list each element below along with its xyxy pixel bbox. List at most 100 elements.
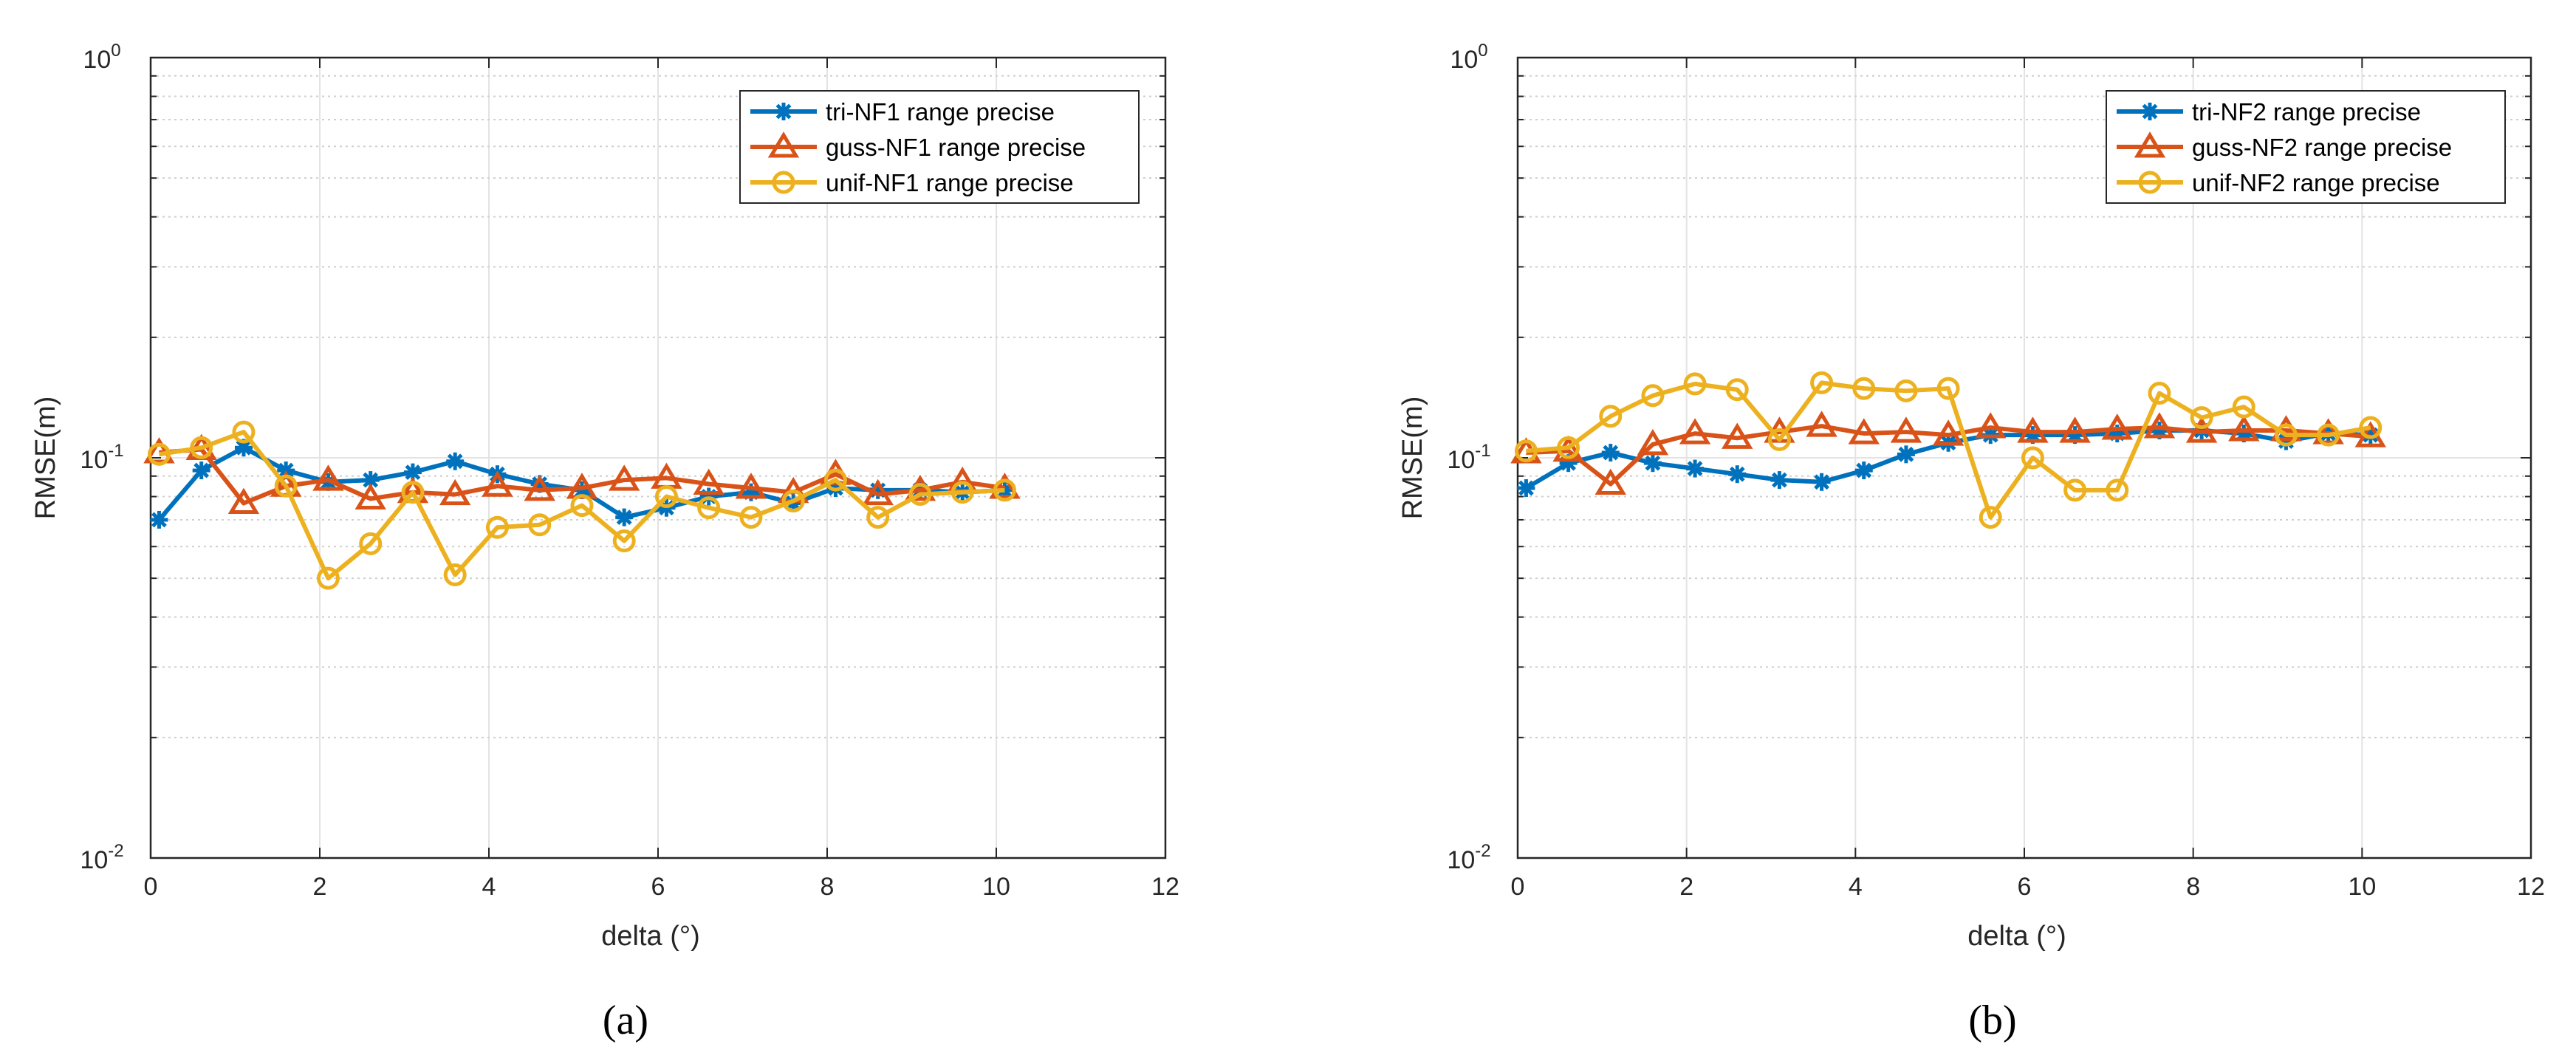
data-point-2 — [1641, 384, 1665, 408]
data-point-2 — [908, 483, 932, 507]
y-tick-label: 10-2 — [80, 841, 123, 874]
legend-marker — [2138, 171, 2162, 194]
data-point-2 — [274, 474, 298, 498]
legend-label: guss-NF2 range precise — [2192, 134, 2452, 161]
data-point-1 — [735, 473, 767, 499]
data-point-1 — [2228, 415, 2260, 442]
data-point-1 — [482, 470, 513, 497]
data-point-1 — [1722, 422, 1753, 449]
data-point-2 — [2359, 416, 2383, 439]
y-axis-label: RMSE(m) — [30, 397, 61, 520]
legend-label: guss-NF1 range precise — [826, 134, 1086, 161]
x-tick-label: 12 — [2517, 873, 2545, 901]
x-tick-label: 8 — [821, 873, 835, 901]
data-point-2 — [401, 481, 425, 504]
data-point-2 — [232, 420, 256, 444]
data-point-1 — [2017, 416, 2049, 443]
data-point-0 — [1601, 444, 1620, 462]
legend: tri-NF1 range precise guss-NF1 range prec… — [739, 90, 1140, 204]
data-point-0 — [615, 508, 634, 526]
series-line-2 — [1526, 380, 2371, 520]
data-point-2 — [1767, 428, 1791, 451]
x-tick-label: 6 — [2018, 873, 2032, 901]
x-axis-label: delta (°) — [601, 921, 699, 952]
series-2 — [147, 420, 1016, 590]
data-point-2 — [570, 494, 594, 518]
data-point-2 — [1936, 377, 1960, 400]
data-point-2 — [612, 529, 636, 553]
legend-marker — [775, 103, 792, 120]
x-tick-label: 0 — [144, 873, 158, 901]
x-tick-label: 4 — [482, 873, 496, 901]
x-tick-label: 6 — [651, 873, 665, 901]
legend-marker — [767, 131, 800, 158]
data-point-1 — [439, 478, 471, 506]
data-point-1 — [693, 468, 724, 495]
data-point-2 — [697, 496, 721, 520]
data-point-2 — [1514, 439, 1538, 463]
data-point-1 — [2059, 416, 2091, 443]
data-point-2 — [359, 532, 383, 555]
data-point-2 — [2106, 478, 2129, 502]
data-point-1 — [227, 487, 260, 515]
data-point-0 — [1897, 445, 1915, 464]
data-point-2 — [1979, 506, 2002, 529]
data-point-2 — [2232, 395, 2255, 419]
chart-panel-a: 0 2 4 6 8 10 12 10-2 10-1 100 delta (°) RMSE(m) tri-… — [30, 41, 1179, 1043]
x-tick-label: 10 — [982, 873, 1010, 901]
data-point-2 — [528, 513, 552, 537]
data-point-1 — [1637, 429, 1669, 456]
data-point-1 — [2185, 416, 2218, 443]
data-point-0 — [1728, 465, 1747, 484]
data-point-2 — [147, 442, 171, 466]
data-point-1 — [312, 464, 344, 491]
data-point-1 — [1848, 418, 1880, 445]
data-point-1 — [1806, 411, 1837, 437]
legend-label: unif-NF2 range precise — [2192, 169, 2440, 196]
data-point-1 — [2101, 413, 2133, 440]
legend: tri-NF2 range precise guss-NF2 range prec… — [2106, 90, 2506, 204]
data-point-1 — [1679, 418, 1711, 445]
data-point-2 — [739, 506, 763, 529]
series-line-2 — [158, 430, 1005, 581]
data-point-0 — [1686, 459, 1705, 478]
data-point-2 — [2274, 423, 2298, 447]
panel-caption: (b) — [1968, 998, 2016, 1043]
data-point-0 — [1643, 454, 1662, 473]
data-point-2 — [950, 481, 974, 504]
legend-label: tri-NF1 range precise — [826, 98, 1055, 126]
data-point-1 — [1890, 416, 1922, 443]
legend-label: unif-NF1 range precise — [826, 169, 1074, 196]
x-tick-label: 2 — [313, 873, 327, 901]
data-point-0 — [1854, 461, 1873, 480]
data-point-2 — [316, 566, 340, 590]
data-point-2 — [1683, 372, 1707, 396]
series-1 — [1510, 411, 2386, 495]
data-point-1 — [1594, 468, 1626, 495]
y-tick-label: 10-1 — [80, 441, 123, 474]
data-point-2 — [1557, 436, 1580, 459]
legend-marker — [2141, 103, 2159, 120]
data-point-1 — [1932, 419, 1964, 446]
data-point-2 — [2190, 406, 2213, 430]
data-point-1 — [354, 483, 386, 509]
x-tick-label: 0 — [1511, 873, 1525, 901]
series-line-1 — [1526, 424, 2371, 487]
data-point-2 — [2148, 382, 2171, 405]
x-tick-label: 4 — [1849, 873, 1863, 901]
data-point-0 — [1770, 471, 1789, 490]
data-point-1 — [608, 464, 640, 491]
data-point-2 — [1810, 371, 1834, 394]
legend-marker — [2134, 131, 2166, 158]
panel-caption: (a) — [603, 998, 648, 1043]
y-tick-label: 100 — [1450, 41, 1487, 74]
data-point-0 — [192, 461, 210, 480]
data-point-1 — [989, 473, 1021, 499]
data-point-2 — [443, 563, 467, 586]
data-point-0 — [446, 452, 465, 470]
data-point-2 — [1894, 379, 1918, 402]
data-point-2 — [485, 515, 509, 539]
data-point-2 — [654, 485, 678, 509]
data-point-2 — [993, 478, 1016, 502]
data-point-2 — [190, 436, 213, 459]
